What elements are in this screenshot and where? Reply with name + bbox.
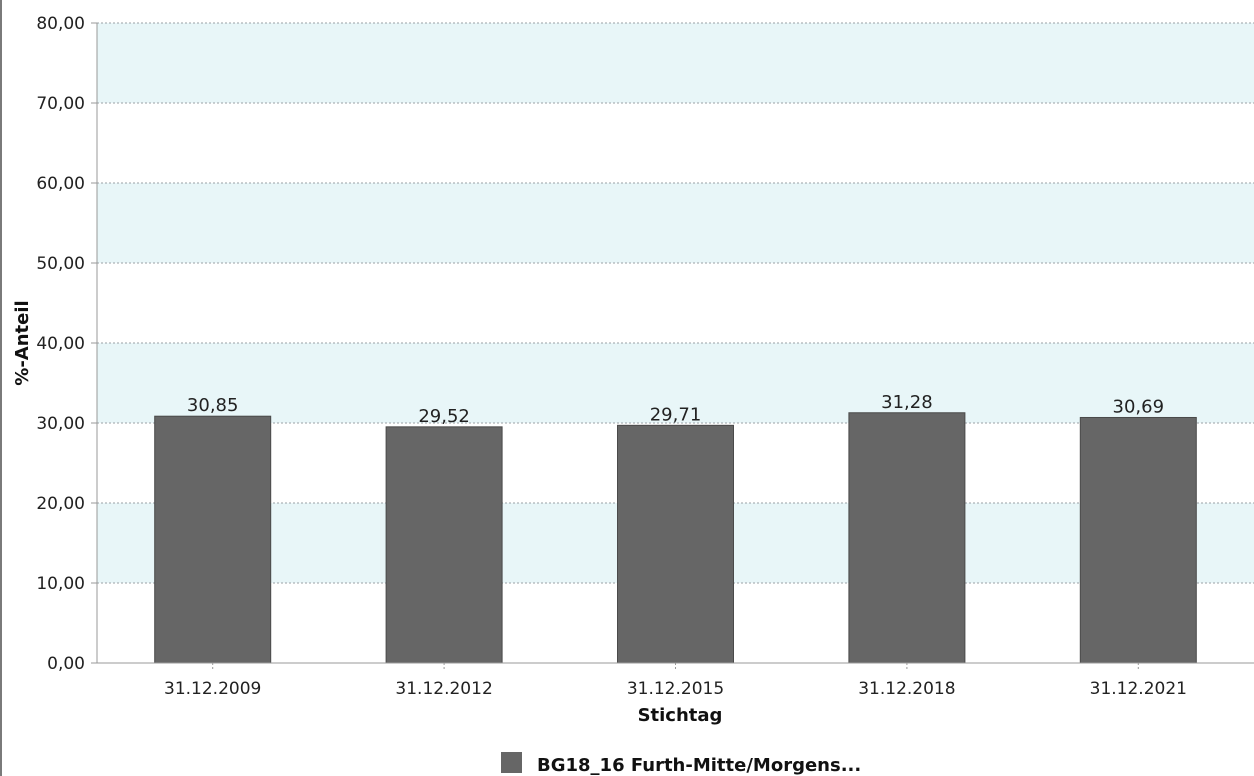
x-axis-ticks: 31.12.2009 31.12.2012 31.12.2015 31.12.2018… <box>164 663 1187 699</box>
x-tick-label: 31.12.2012 <box>395 679 492 699</box>
legend-label: BG18_16 Furth-Mitte/Morgens... <box>537 755 861 776</box>
y-tick-label: 50,00 <box>36 254 85 274</box>
y-tick-label: 10,00 <box>36 574 85 594</box>
x-tick-label: 31.12.2018 <box>858 679 955 699</box>
bar <box>1079 416 1197 664</box>
x-tick-label: 31.12.2009 <box>164 679 261 699</box>
y-tick-label: 30,00 <box>36 414 85 434</box>
bar <box>385 426 503 664</box>
gridlines <box>97 22 1254 584</box>
legend: BG18_16 Furth-Mitte/Morgens... <box>501 752 861 776</box>
bar-value-label: 29,71 <box>650 404 702 425</box>
x-axis-title: Stichtag <box>638 705 723 726</box>
bar <box>154 415 272 664</box>
y-tick-label: 20,00 <box>36 494 85 514</box>
y-axis-ticks: 0,00 10,00 20,00 30,00 40,00 50,00 60,00 70,00 8… <box>36 14 97 674</box>
plot-band <box>97 23 1254 103</box>
bar-value-label: 31,28 <box>881 392 933 413</box>
bar-value-labels: 30,85 29,52 29,71 31,28 30,69 <box>187 392 1164 427</box>
y-tick-label: 70,00 <box>36 94 85 114</box>
y-tick-label: 60,00 <box>36 174 85 194</box>
plot-band <box>97 343 1254 423</box>
bar-value-label: 29,52 <box>418 406 470 427</box>
bars <box>154 412 1197 664</box>
y-axis-title: %-Anteil <box>12 300 33 385</box>
plot-band <box>97 183 1254 263</box>
y-tick-label: 40,00 <box>36 334 85 354</box>
bar-value-label: 30,69 <box>1113 396 1165 417</box>
window-left-edge <box>0 0 2 776</box>
bar <box>848 412 966 664</box>
bar-value-label: 30,85 <box>187 395 239 416</box>
y-tick-label: 80,00 <box>36 14 85 34</box>
bar <box>617 424 734 664</box>
legend-swatch <box>501 752 522 773</box>
x-tick-label: 31.12.2015 <box>627 679 724 699</box>
x-tick-label: 31.12.2021 <box>1090 679 1187 699</box>
y-tick-label: 0,00 <box>47 654 85 674</box>
